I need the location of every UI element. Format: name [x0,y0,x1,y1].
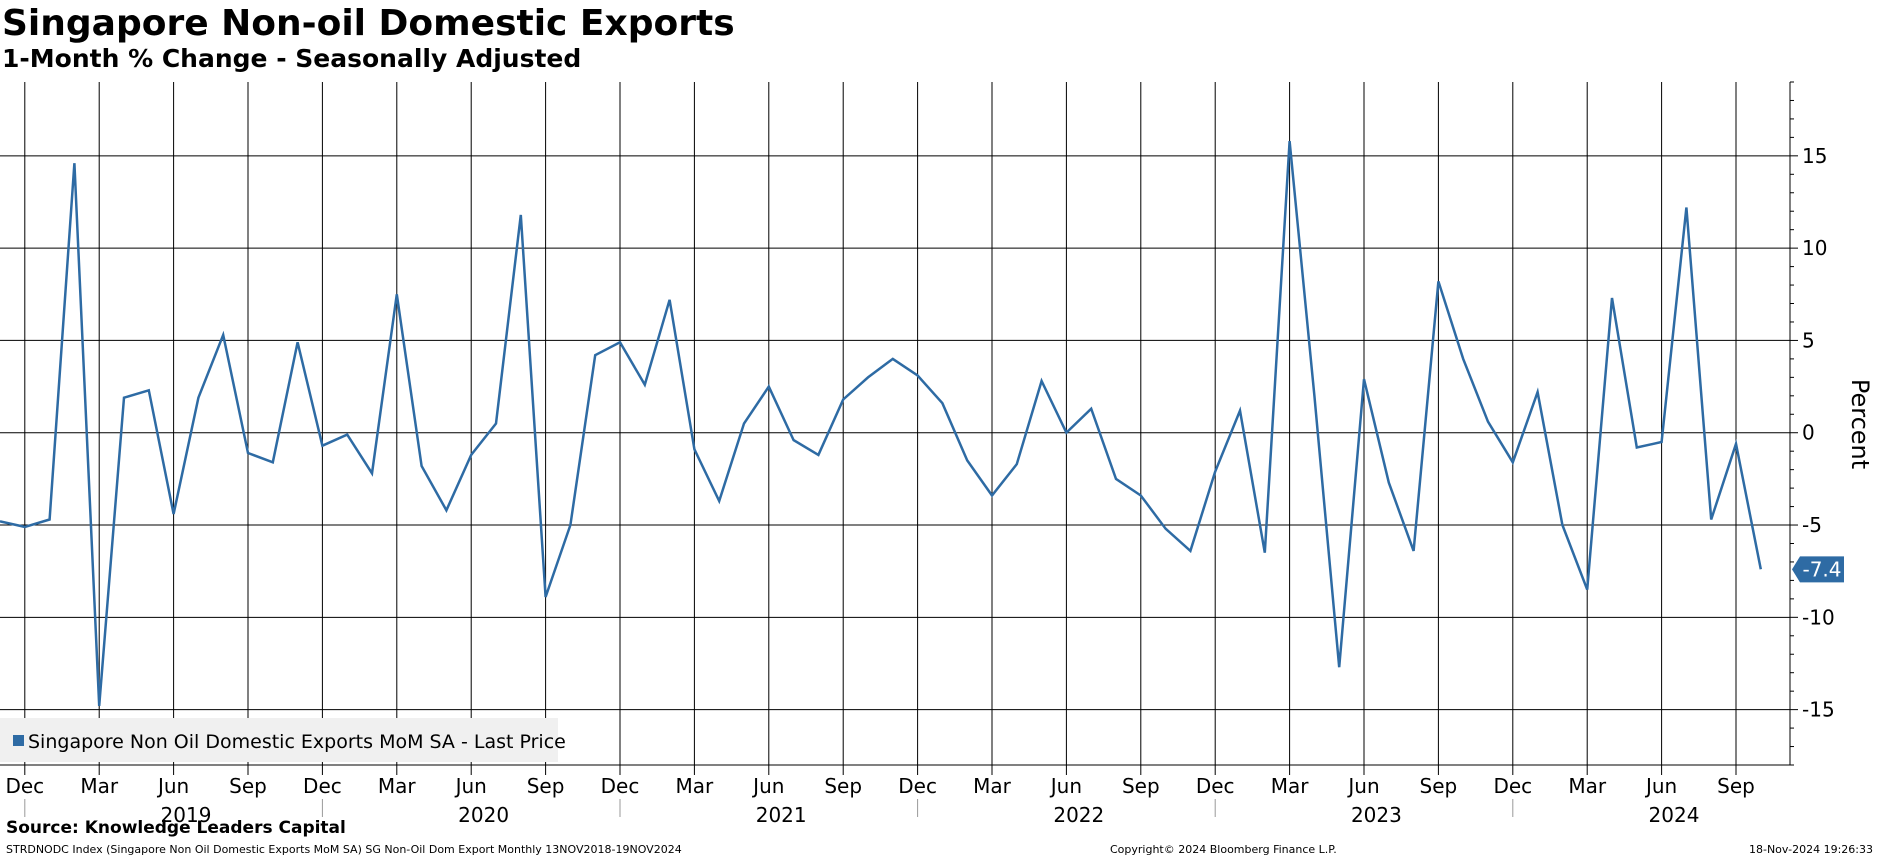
x-tick-label: Jun [1346,774,1379,798]
chart-subtitle: 1-Month % Change - Seasonally Adjusted [2,44,582,73]
x-tick-label: Jun [454,774,487,798]
legend-label: Singapore Non Oil Domestic Exports MoM S… [28,731,566,753]
x-tick-label: Dec [1196,774,1235,798]
x-tick-label: Jun [1049,774,1082,798]
x-year-label: 2022 [1053,803,1104,827]
y-axis-label: Percent [1846,379,1874,469]
x-tick-label: Mar [378,774,417,798]
x-tick-label: Jun [156,774,189,798]
x-tick-label: Dec [303,774,342,798]
x-tick-label: Sep [527,774,565,798]
last-value-label: -7.4 [1802,557,1841,581]
timestamp: 18-Nov-2024 19:26:33 [1748,843,1873,856]
gridlines [0,82,1790,765]
x-year-label: 2024 [1649,803,1700,827]
y-tick-label: -10 [1802,605,1835,629]
x-tick-label: Mar [973,774,1012,798]
y-tick-label: 10 [1802,236,1827,260]
chart-title: Singapore Non-oil Domestic Exports [2,3,735,44]
x-tick-label: Sep [1717,774,1755,798]
x-tick-label: Dec [1493,774,1532,798]
x-tick-label: Mar [1568,774,1607,798]
x-tick-label: Mar [1271,774,1310,798]
y-axis: 15 10 5 0 -5 -10 -15 Percent [1790,81,1874,766]
source-note: Source: Knowledge Leaders Capital [6,818,346,838]
x-tick-label: Sep [1122,774,1160,798]
legend-box [0,718,558,762]
legend: Singapore Non Oil Domestic Exports MoM S… [0,718,566,762]
legend-swatch [13,735,24,746]
x-tick-label: Sep [1420,774,1458,798]
series-layer [0,140,1763,707]
x-tick-label: Sep [824,774,862,798]
y-tick-label: -5 [1802,513,1822,537]
last-value-marker: -7.4 [1792,556,1844,583]
copyright-note: Copyright© 2024 Bloomberg Finance L.P. [1110,843,1337,856]
x-tick-label: Jun [751,774,784,798]
x-tick-label: Mar [676,774,715,798]
x-year-label: 2020 [458,803,509,827]
series-description: STRDNODC Index (Singapore Non Oil Domest… [6,843,682,856]
x-year-label: 2023 [1351,803,1402,827]
y-tick-label: 0 [1802,421,1815,445]
last-value-badge [1792,556,1844,583]
x-tick-label: Jun [1644,774,1677,798]
y-tick-label: 5 [1802,328,1815,352]
series-line [0,140,1763,707]
x-tick-label: Dec [5,774,44,798]
plot-frame [0,82,1791,766]
x-axis: Dec Mar Jun Sep Dec Mar Jun Sep Dec Mar Jun Sep Dec M… [5,765,1755,827]
x-year-label: 2021 [756,803,807,827]
x-tick-label: Dec [601,774,640,798]
x-tick-label: Mar [80,774,119,798]
x-year-label: 2019 [161,803,212,827]
x-tick-label: Sep [229,774,267,798]
y-tick-label: 15 [1802,144,1827,168]
x-tick-label: Dec [898,774,937,798]
y-tick-label: -15 [1802,698,1835,722]
